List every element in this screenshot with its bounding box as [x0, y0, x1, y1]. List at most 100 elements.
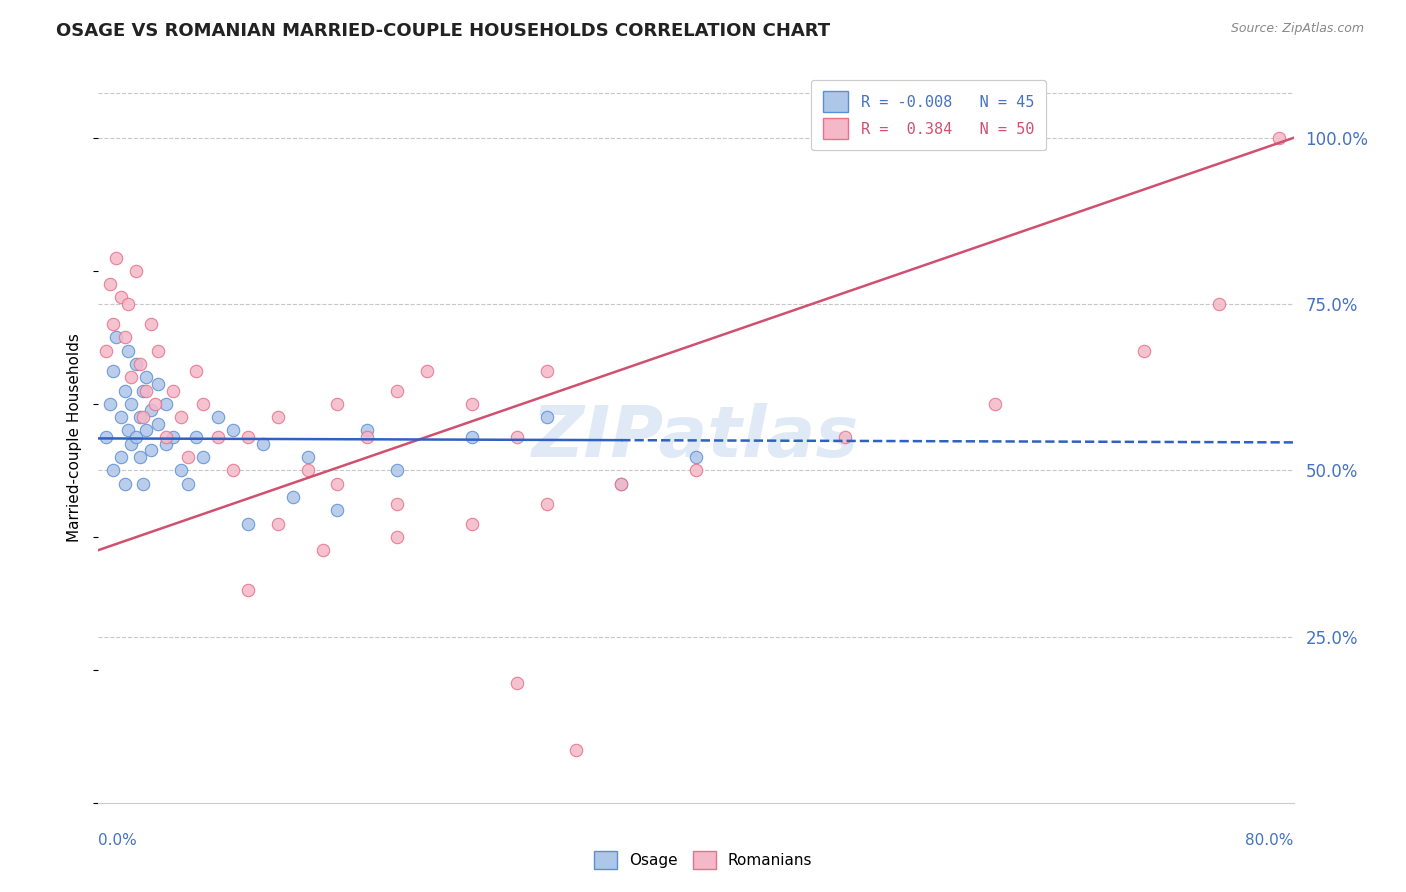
Point [125, 357, 148, 371]
Point [506, 676, 529, 690]
Point [506, 430, 529, 444]
Point [155, 430, 177, 444]
Point [135, 370, 157, 384]
Point [326, 476, 349, 491]
Point [105, 251, 128, 265]
Point [162, 384, 184, 398]
Point [148, 376, 170, 391]
Text: ZIPatlas: ZIPatlas [533, 402, 859, 472]
Point [326, 503, 349, 517]
Point [610, 476, 633, 491]
Point [222, 463, 245, 477]
Point [1208, 297, 1230, 311]
Point [177, 450, 200, 464]
Point [236, 516, 259, 531]
Point [125, 430, 148, 444]
Point [461, 397, 484, 411]
Point [536, 363, 558, 377]
Text: 0.0%: 0.0% [98, 833, 138, 848]
Point [177, 476, 200, 491]
Point [356, 430, 378, 444]
Point [267, 410, 290, 425]
Point [117, 424, 139, 438]
Point [155, 436, 177, 450]
Point [184, 363, 207, 377]
Point [311, 543, 333, 558]
Point [114, 384, 136, 398]
Point [281, 490, 304, 504]
Point [98, 277, 122, 292]
Point [125, 264, 148, 278]
Point [117, 343, 139, 358]
Point [297, 450, 319, 464]
Legend: Osage, Romanians: Osage, Romanians [588, 845, 818, 875]
Point [110, 290, 132, 304]
Point [94, 343, 117, 358]
Point [536, 410, 558, 425]
Point [103, 463, 125, 477]
Point [984, 397, 1007, 411]
Point [416, 363, 439, 377]
Point [565, 742, 588, 756]
Point [105, 330, 128, 344]
Point [120, 397, 142, 411]
Point [356, 424, 378, 438]
Point [536, 497, 558, 511]
Point [685, 463, 707, 477]
Point [117, 297, 139, 311]
Point [139, 443, 162, 458]
Point [169, 410, 191, 425]
Point [135, 384, 157, 398]
Point [207, 410, 229, 425]
Point [110, 410, 132, 425]
Point [114, 330, 136, 344]
Point [132, 384, 155, 398]
Point [132, 410, 155, 425]
Point [267, 516, 290, 531]
Point [385, 497, 409, 511]
Point [191, 450, 214, 464]
Point [461, 430, 484, 444]
Point [297, 463, 319, 477]
Point [1267, 131, 1289, 145]
Text: 80.0%: 80.0% [1246, 833, 1294, 848]
Point [385, 530, 409, 544]
Point [148, 343, 170, 358]
Point [385, 463, 409, 477]
Point [252, 436, 274, 450]
Point [236, 582, 259, 597]
Point [385, 384, 409, 398]
Point [461, 516, 484, 531]
Point [685, 450, 707, 464]
Point [236, 430, 259, 444]
Point [1133, 343, 1156, 358]
Point [191, 397, 214, 411]
Point [98, 397, 122, 411]
Point [132, 476, 155, 491]
Point [114, 476, 136, 491]
Legend: R = -0.008   N = 45, R =  0.384   N = 50: R = -0.008 N = 45, R = 0.384 N = 50 [811, 79, 1046, 151]
Point [103, 317, 125, 331]
Point [139, 317, 162, 331]
Point [94, 430, 117, 444]
Point [610, 476, 633, 491]
Point [155, 397, 177, 411]
Point [129, 410, 152, 425]
Point [143, 397, 166, 411]
Point [120, 436, 142, 450]
Text: OSAGE VS ROMANIAN MARRIED-COUPLE HOUSEHOLDS CORRELATION CHART: OSAGE VS ROMANIAN MARRIED-COUPLE HOUSEHO… [56, 22, 831, 40]
Point [326, 397, 349, 411]
Point [207, 430, 229, 444]
Point [139, 403, 162, 417]
Point [129, 357, 152, 371]
Point [103, 363, 125, 377]
Point [162, 430, 184, 444]
Point [184, 430, 207, 444]
Point [129, 450, 152, 464]
Point [120, 370, 142, 384]
Text: Source: ZipAtlas.com: Source: ZipAtlas.com [1230, 22, 1364, 36]
Point [834, 430, 856, 444]
Point [148, 417, 170, 431]
Y-axis label: Married-couple Households: Married-couple Households [67, 333, 83, 541]
Point [222, 424, 245, 438]
